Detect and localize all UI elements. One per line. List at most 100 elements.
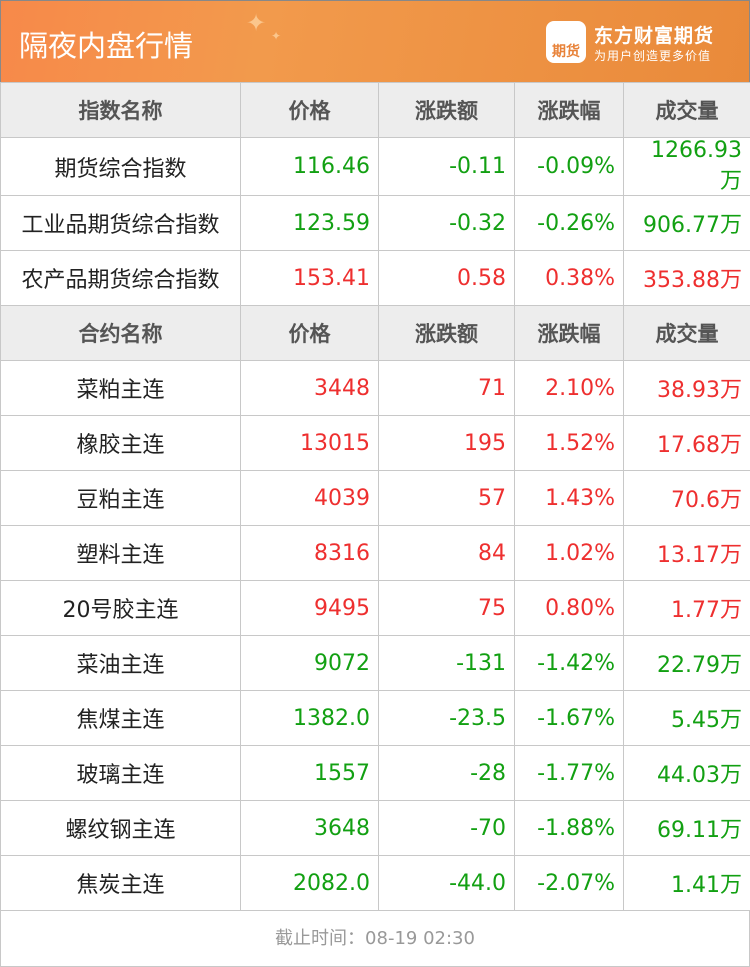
volume-cell: 5.45万 [624, 691, 750, 746]
price-cell: 3648 [241, 801, 379, 856]
row-name: 玻璃主连 [1, 746, 241, 801]
row-name: 豆粕主连 [1, 471, 241, 526]
price-cell: 9495 [241, 581, 379, 636]
sparkle-icon: ✦ [246, 9, 266, 37]
brand-slogan: 为用户创造更多价值 [594, 47, 711, 64]
change-percent-cell: -1.88% [515, 801, 624, 856]
column-header: 涨跌幅 [515, 83, 624, 138]
price-cell: 1557 [241, 746, 379, 801]
logo-text: 期货 [552, 44, 580, 60]
change-cell: -23.5 [379, 691, 515, 746]
column-header: 涨跌幅 [515, 306, 624, 361]
change-percent-cell: 2.10% [515, 361, 624, 416]
change-percent-cell: -1.77% [515, 746, 624, 801]
price-cell: 123.59 [241, 196, 379, 251]
page-title: 隔夜内盘行情 [19, 23, 193, 65]
volume-cell: 38.93万 [624, 361, 750, 416]
volume-cell: 353.88万 [624, 251, 750, 306]
column-header: 成交量 [624, 83, 750, 138]
update-timestamp: 截止时间：08-19 02:30 [0, 911, 750, 967]
row-name: 橡胶主连 [1, 416, 241, 471]
change-cell: -28 [379, 746, 515, 801]
row-name: 焦煤主连 [1, 691, 241, 746]
change-cell: 75 [379, 581, 515, 636]
row-name: 工业品期货综合指数 [1, 196, 241, 251]
brand-name: 东方财富期货 [594, 21, 714, 48]
change-percent-cell: 0.80% [515, 581, 624, 636]
column-header: 价格 [241, 83, 379, 138]
change-cell: -44.0 [379, 856, 515, 911]
price-cell: 1382.0 [241, 691, 379, 746]
change-cell: -131 [379, 636, 515, 691]
row-name: 期货综合指数 [1, 138, 241, 196]
header-banner: 隔夜内盘行情 ✦ ✦ 期货 东方财富期货 为用户创造更多价值 [0, 0, 750, 82]
row-name: 菜油主连 [1, 636, 241, 691]
volume-cell: 70.6万 [624, 471, 750, 526]
change-percent-cell: -0.26% [515, 196, 624, 251]
column-header: 成交量 [624, 306, 750, 361]
change-cell: 195 [379, 416, 515, 471]
volume-cell: 1266.93万 [624, 138, 750, 196]
table-header-row: 指数名称价格涨跌额涨跌幅成交量 [1, 83, 750, 138]
price-cell: 3448 [241, 361, 379, 416]
change-percent-cell: -0.09% [515, 138, 624, 196]
volume-cell: 13.17万 [624, 526, 750, 581]
change-percent-cell: 1.52% [515, 416, 624, 471]
change-percent-cell: 1.43% [515, 471, 624, 526]
column-header: 涨跌额 [379, 83, 515, 138]
change-percent-cell: -1.67% [515, 691, 624, 746]
change-cell: 71 [379, 361, 515, 416]
column-header: 价格 [241, 306, 379, 361]
change-cell: -0.11 [379, 138, 515, 196]
change-cell: 84 [379, 526, 515, 581]
change-percent-cell: 1.02% [515, 526, 624, 581]
volume-cell: 1.77万 [624, 581, 750, 636]
row-name: 焦炭主连 [1, 856, 241, 911]
price-cell: 116.46 [241, 138, 379, 196]
change-cell: -0.32 [379, 196, 515, 251]
sparkle-icon: ✦ [271, 29, 281, 43]
change-cell: 0.58 [379, 251, 515, 306]
change-percent-cell: -1.42% [515, 636, 624, 691]
volume-cell: 17.68万 [624, 416, 750, 471]
row-name: 塑料主连 [1, 526, 241, 581]
volume-cell: 44.03万 [624, 746, 750, 801]
volume-cell: 69.11万 [624, 801, 750, 856]
row-name: 农产品期货综合指数 [1, 251, 241, 306]
volume-cell: 906.77万 [624, 196, 750, 251]
change-cell: 57 [379, 471, 515, 526]
price-cell: 9072 [241, 636, 379, 691]
brand-logo: 期货 [546, 21, 586, 63]
price-cell: 8316 [241, 526, 379, 581]
row-name: 菜粕主连 [1, 361, 241, 416]
column-header: 涨跌额 [379, 306, 515, 361]
change-percent-cell: -2.07% [515, 856, 624, 911]
price-cell: 4039 [241, 471, 379, 526]
price-cell: 2082.0 [241, 856, 379, 911]
price-cell: 153.41 [241, 251, 379, 306]
row-name: 20号胶主连 [1, 581, 241, 636]
volume-cell: 22.79万 [624, 636, 750, 691]
change-percent-cell: 0.38% [515, 251, 624, 306]
change-cell: -70 [379, 801, 515, 856]
price-cell: 13015 [241, 416, 379, 471]
table-header-row: 合约名称价格涨跌额涨跌幅成交量 [1, 306, 750, 361]
row-name: 螺纹钢主连 [1, 801, 241, 856]
volume-cell: 1.41万 [624, 856, 750, 911]
column-header: 合约名称 [1, 306, 241, 361]
column-header: 指数名称 [1, 83, 241, 138]
